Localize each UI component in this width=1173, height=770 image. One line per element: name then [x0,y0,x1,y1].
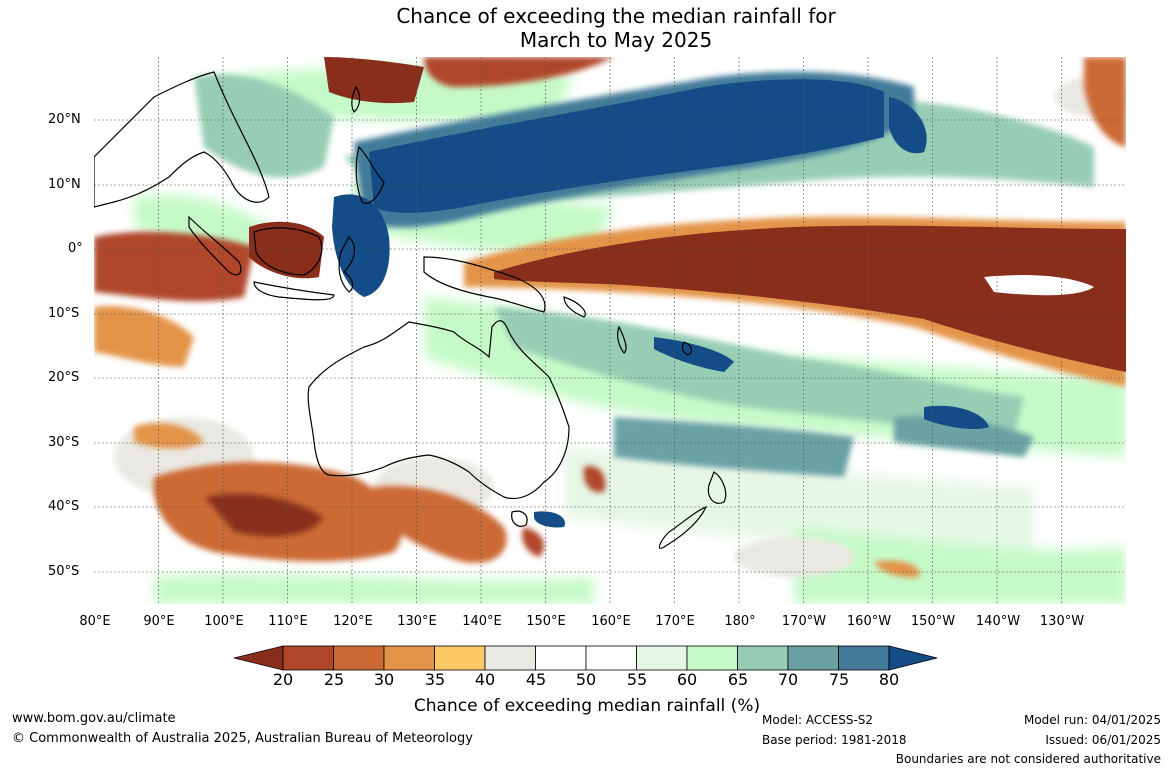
website-link[interactable]: www.bom.gov.au/climate [12,711,176,726]
australia-coast [307,320,570,500]
colorbar-segment [787,645,839,671]
lon-label-150w: 150°W [910,614,956,629]
colorbar-tick-40: 40 [474,670,496,689]
lon-label-150e: 150°E [526,614,566,629]
lon-label-100e: 100°E [204,614,244,629]
wet-band-north [332,71,989,528]
lon-label-130e: 130°E [397,614,437,629]
dry-band-equator [94,57,1126,387]
lat-label-10n: 10°N [48,177,81,192]
colorbar-segment [636,645,688,671]
lon-label-120e: 120°E [333,614,373,629]
copyright-notice: © Commonwealth of Australia 2025, Austra… [12,731,473,746]
colorbar-tick-45: 45 [525,670,547,689]
colorbar-segment [535,645,587,671]
colorbar-segment [383,645,435,671]
model-info: Model: ACCESS-S2 [762,713,874,727]
colorbar-extend-low [233,645,284,671]
colorbar-tick-20: 20 [272,670,294,689]
colorbar-tick-25: 25 [323,670,345,689]
lon-label-90e: 90°E [143,614,175,629]
fiji-islands [681,341,693,356]
colorbar-segment [282,645,334,671]
title-line-2: March to May 2025 [519,28,713,52]
colorbar-svg [233,645,938,671]
lon-label-180: 180° [724,614,756,629]
lon-label-110e: 110°E [268,614,308,629]
new-zealand-south [658,505,708,549]
rainfall-map [94,57,1126,604]
new-zealand-north [707,471,727,504]
colorbar-tick-30: 30 [373,670,395,689]
lat-label-40s: 40°S [48,499,80,514]
java-coast [253,281,335,301]
vanuatu-islands [617,325,627,354]
new-guinea-coast [423,256,546,313]
model-run-date: Model run: 04/01/2025 [1023,713,1161,727]
lat-label-10s: 10°S [48,306,80,321]
colorbar-segment [585,645,637,671]
colorbar-extend-high [888,645,938,671]
lon-label-130w: 130°W [1039,614,1085,629]
colorbar-tick-55: 55 [626,670,648,689]
colorbar-segment [434,645,486,671]
issued-date: Issued: 06/01/2025 [1045,733,1161,747]
title-line-1: Chance of exceeding the median rainfall … [396,4,836,28]
dry-patches-south [94,306,920,578]
philippines-coast [355,145,385,204]
lon-label-80e: 80°E [79,614,111,629]
lon-label-160w: 160°W [846,614,892,629]
solomon-islands [563,296,586,318]
colorbar-segment [838,645,890,671]
borneo-coast [253,227,323,276]
colorbar-segment [737,645,789,671]
lon-label-160e: 160°E [591,614,631,629]
colorbar-segment [333,645,385,671]
lat-label-50s: 50°S [48,564,80,579]
lon-label-170e: 170°E [655,614,695,629]
colorbar-tick-65: 65 [727,670,749,689]
sumatra-coast [188,215,242,276]
sulawesi-coast [338,236,356,293]
lat-label-0: 0° [68,241,83,256]
taiwan-coast [351,85,361,113]
base-period-info: Base period: 1981-2018 [762,733,907,747]
map-title: Chance of exceeding the median rainfall … [0,4,1173,52]
lat-label-30s: 30°S [48,435,80,450]
lon-label-140e: 140°E [462,614,502,629]
colorbar-label: Chance of exceeding median rainfall (%) [413,696,761,716]
colorbar-tick-60: 60 [676,670,698,689]
colorbar [232,645,942,671]
boundary-disclaimer: Boundaries are not considered authoritat… [895,752,1161,766]
tasmania-coast [511,510,528,527]
colorbar-segment [484,645,536,671]
colorbar-tick-35: 35 [424,670,446,689]
lat-label-20s: 20°S [48,370,80,385]
coastlines [94,71,727,549]
lat-label-20n: 20°N [48,112,81,127]
asia-coast [94,71,270,208]
lon-label-140w: 140°W [975,614,1021,629]
colorbar-tick-75: 75 [828,670,850,689]
colorbar-segment [686,645,738,671]
lon-label-170w: 170°W [781,614,827,629]
map-svg [94,57,1126,604]
colorbar-tick-70: 70 [777,670,799,689]
colorbar-tick-50: 50 [575,670,597,689]
colorbar-tick-80: 80 [878,670,900,689]
